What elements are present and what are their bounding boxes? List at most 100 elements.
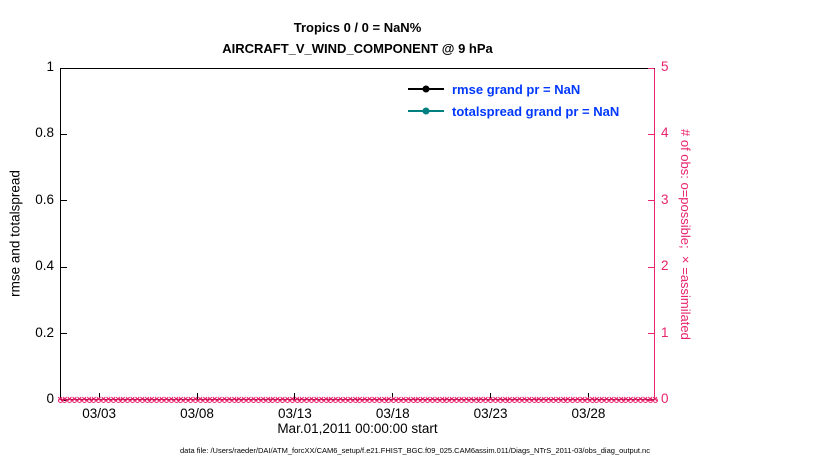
x-axis-tick-label: 03/18	[375, 406, 410, 421]
obs-assimilated-marker: ×	[357, 394, 363, 404]
plot-subtitle: AIRCRAFT_V_WIND_COMPONENT @ 9 hPa	[222, 41, 493, 56]
obs-possible-marker	[531, 397, 537, 403]
obs-possible-marker	[125, 397, 131, 403]
obs-assimilated-marker: ×	[531, 394, 537, 404]
obs-assimilated-marker: ×	[536, 394, 542, 404]
obs-assimilated-marker: ×	[62, 394, 68, 404]
obs-assimilated-marker: ×	[313, 394, 319, 404]
obs-assimilated-marker: ×	[207, 394, 213, 404]
obs-possible-marker	[255, 397, 261, 403]
obs-assimilated-marker: ×	[255, 394, 261, 404]
obs-possible-marker	[439, 397, 445, 403]
obs-possible-marker	[221, 397, 227, 403]
right-axis-tick	[648, 133, 654, 135]
right-axis-tick-label: 0	[661, 391, 669, 406]
obs-assimilated-marker: ×	[589, 394, 595, 404]
obs-assimilated-marker: ×	[304, 394, 310, 404]
obs-assimilated-marker: ×	[570, 394, 576, 404]
obs-possible-marker	[304, 397, 310, 403]
obs-possible-marker	[110, 397, 116, 403]
obs-possible-marker	[96, 397, 102, 403]
obs-assimilated-marker: ×	[458, 394, 465, 404]
obs-possible-marker	[604, 397, 610, 403]
left-axis-tick-label: 0.4	[35, 258, 54, 274]
obs-assimilated-marker: ×	[565, 394, 571, 404]
obs-possible-marker	[647, 397, 653, 403]
obs-possible-marker	[483, 397, 489, 403]
right-axis-tick	[648, 266, 654, 268]
obs-possible-marker	[231, 397, 237, 403]
obs-possible-marker	[449, 397, 455, 403]
obs-assimilated-marker: ×	[163, 394, 170, 404]
left-axis-tick	[61, 200, 67, 202]
obs-possible-marker	[120, 397, 126, 403]
right-axis-tick	[648, 200, 654, 202]
left-axis-tick	[61, 333, 67, 335]
obs-assimilated-marker: ×	[216, 394, 223, 404]
obs-assimilated-marker: ×	[478, 394, 484, 404]
obs-possible-marker	[323, 397, 329, 403]
obs-possible-marker	[507, 397, 513, 403]
obs-assimilated-marker: ×	[594, 394, 600, 404]
obs-assimilated-marker: ×	[429, 394, 436, 404]
obs-assimilated-marker: ×	[574, 394, 581, 404]
obs-assimilated-marker: ×	[91, 394, 97, 404]
obs-assimilated-marker: ×	[71, 394, 78, 404]
right-axis-tick-label: 5	[661, 59, 669, 74]
obs-possible-marker	[246, 397, 252, 403]
right-axis-tick	[648, 67, 654, 69]
legend-label: rmse grand pr = NaN	[452, 81, 581, 97]
x-axis-tick	[490, 393, 492, 399]
obs-assimilated-marker: ×	[149, 394, 155, 404]
obs-possible-marker	[313, 397, 319, 403]
obs-possible-marker	[347, 397, 353, 403]
obs-assimilated-marker: ×	[497, 394, 503, 404]
x-axis-tick-label: 03/08	[180, 406, 214, 421]
obs-possible-marker	[541, 397, 547, 403]
obs-assimilated-marker: ×	[67, 394, 73, 404]
legend-line-sample	[408, 85, 444, 93]
right-axis-tick	[648, 333, 654, 335]
obs-assimilated-marker: ×	[168, 394, 174, 404]
obs-possible-marker	[381, 397, 387, 403]
obs-assimilated-marker: ×	[608, 394, 615, 404]
x-axis-tick-label: 03/13	[277, 406, 312, 421]
obs-assimilated-marker: ×	[139, 394, 145, 404]
obs-assimilated-marker: ×	[328, 394, 334, 404]
legend-entry-rmse: rmse grand pr = NaN	[408, 78, 619, 100]
legend-entry-totalspread: totalspread grand pr = NaN	[408, 100, 619, 122]
obs-possible-marker	[265, 397, 271, 403]
obs-assimilated-marker: ×	[192, 394, 199, 404]
obs-possible-marker	[459, 397, 464, 403]
obs-assimilated-marker: ×	[352, 394, 358, 404]
obs-possible-marker	[357, 397, 363, 403]
obs-assimilated-marker: ×	[333, 394, 339, 404]
obs-possible-marker	[517, 397, 523, 403]
obs-possible-marker	[328, 397, 334, 403]
x-axis-tick	[196, 393, 198, 399]
obs-possible-marker	[236, 397, 242, 403]
obs-assimilated-marker: ×	[173, 394, 179, 404]
obs-assimilated-marker: ×	[347, 394, 353, 404]
obs-possible-marker	[144, 397, 150, 403]
obs-assimilated-marker: ×	[492, 394, 498, 404]
obs-possible-marker	[463, 397, 469, 403]
obs-assimilated-marker: ×	[337, 394, 344, 404]
obs-assimilated-marker: ×	[405, 394, 411, 404]
obs-possible-marker	[410, 397, 416, 403]
obs-possible-marker	[546, 397, 552, 403]
obs-possible-marker	[570, 397, 576, 403]
left-axis-tick-label: 0	[46, 391, 54, 406]
obs-possible-marker	[444, 397, 450, 403]
obs-possible-marker	[81, 397, 87, 403]
obs-assimilated-marker: ×	[487, 394, 494, 404]
data-file-footer: data file: /Users/raeder/DAI/ATM_forcXX/…	[180, 446, 650, 455]
obs-assimilated-marker: ×	[449, 394, 455, 404]
obs-assimilated-marker: ×	[308, 394, 315, 404]
obs-assimilated-marker: ×	[560, 394, 566, 404]
obs-assimilated-marker: ×	[623, 394, 629, 404]
obs-assimilated-marker: ×	[105, 394, 111, 404]
obs-possible-marker	[289, 397, 295, 403]
obs-possible-marker	[168, 397, 174, 403]
